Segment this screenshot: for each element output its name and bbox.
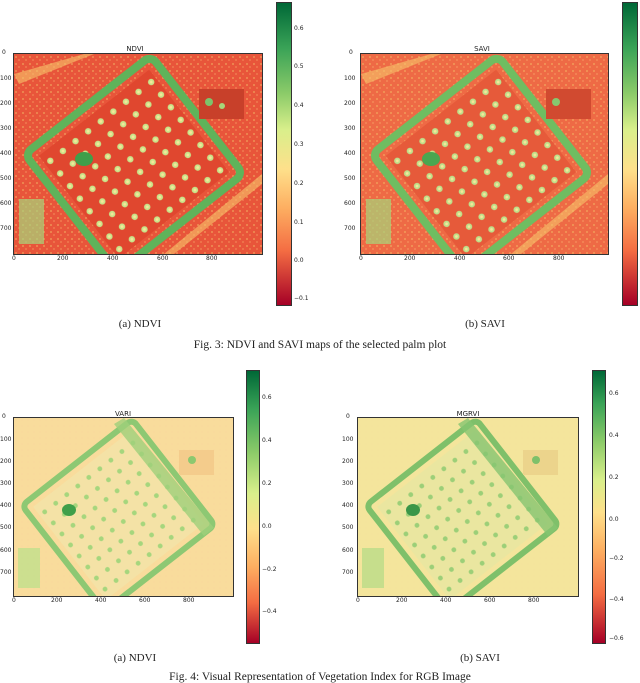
vari-colorbar-tick: −0.4 <box>262 608 277 615</box>
ndvi-colorbar-tick: 0.5 <box>294 63 304 70</box>
ndvi-y-tick: 700 <box>0 225 12 232</box>
vari-x-tick: 400 <box>95 597 107 604</box>
savi-y-tick: 600 <box>344 200 356 207</box>
vari-colorbar-tick: 0.2 <box>262 480 272 487</box>
savi-x-tick: 0 <box>359 255 363 262</box>
subcaption-a: (a) NDVI <box>113 652 157 664</box>
mgrvi-colorbar <box>592 370 606 644</box>
savi-y-tick: 500 <box>344 175 356 182</box>
mgrvi-plot-title: MGRVI <box>456 410 480 418</box>
savi-x-tick: 400 <box>454 255 466 262</box>
vari-colorbar-tick: 0.6 <box>262 394 272 401</box>
ndvi-colorbar-tick: 0.1 <box>294 219 304 226</box>
mgrvi-y-tick: 500 <box>342 524 354 531</box>
vari-y-tick: 0 <box>2 413 6 420</box>
vari-x-tick: 0 <box>12 597 16 604</box>
ndvi-colorbar-tick: 0.2 <box>294 180 304 187</box>
mgrvi-colorbar-tick: 0.6 <box>609 390 619 397</box>
vari-x-tick: 200 <box>51 597 63 604</box>
mgrvi-y-tick: 0 <box>346 413 350 420</box>
figure-4-caption: Fig. 4: Visual Representation of Vegetat… <box>169 671 471 683</box>
vari-y-tick: 700 <box>0 569 12 576</box>
mgrvi-y-tick: 700 <box>342 569 354 576</box>
ndvi-y-tick: 300 <box>0 125 12 132</box>
subcaption-b: (b) SAVI <box>460 652 500 664</box>
mgrvi-y-tick: 100 <box>342 436 354 443</box>
ndvi-colorbar-tick: 0.4 <box>294 102 304 109</box>
vari-x-tick: 600 <box>139 597 151 604</box>
ndvi-y-tick: 0 <box>2 49 6 56</box>
savi-heatmap <box>361 54 608 254</box>
savi-y-tick: 0 <box>349 49 353 56</box>
savi-x-tick: 800 <box>553 255 565 262</box>
ndvi-plot-title: NDVI <box>126 45 144 53</box>
figure-3-caption: Fig. 3: NDVI and SAVI maps of the select… <box>193 339 447 351</box>
ndvi-x-tick: 400 <box>107 255 119 262</box>
ndvi-heatmap <box>14 54 262 254</box>
vari-x-tick: 800 <box>183 597 195 604</box>
savi-y-tick: 700 <box>344 225 356 232</box>
vari-colorbar-tick: −0.2 <box>262 566 277 573</box>
savi-y-tick: 300 <box>344 125 356 132</box>
savi-map-image <box>360 53 609 255</box>
savi-colorbar <box>622 2 638 306</box>
vari-y-tick: 100 <box>0 436 12 443</box>
mgrvi-x-tick: 0 <box>356 597 360 604</box>
mgrvi-x-tick: 800 <box>528 597 540 604</box>
ndvi-colorbar-tick: 0.0 <box>294 257 304 264</box>
savi-y-tick: 200 <box>344 100 356 107</box>
ndvi-x-tick: 600 <box>157 255 169 262</box>
mgrvi-colorbar-tick: 0.0 <box>609 516 619 523</box>
mgrvi-y-tick: 400 <box>342 502 354 509</box>
mgrvi-x-tick: 600 <box>484 597 496 604</box>
ndvi-colorbar-tick: 0.6 <box>294 25 304 32</box>
subcaption-b: (b) SAVI <box>465 318 505 330</box>
vari-y-tick: 500 <box>0 524 12 531</box>
savi-x-tick: 200 <box>404 255 416 262</box>
mgrvi-colorbar-tick: −0.6 <box>609 635 624 642</box>
vari-plot-title: VARI <box>114 410 132 418</box>
ndvi-colorbar <box>276 2 292 306</box>
vari-y-tick: 200 <box>0 458 12 465</box>
ndvi-y-tick: 100 <box>0 75 12 82</box>
subcaption-a: (a) NDVI <box>118 318 162 330</box>
ndvi-map-image <box>13 53 263 255</box>
vari-y-tick: 400 <box>0 502 12 509</box>
ndvi-x-tick: 800 <box>206 255 218 262</box>
mgrvi-heatmap <box>358 418 578 596</box>
ndvi-y-tick: 400 <box>0 150 12 157</box>
vari-map-image <box>13 417 234 597</box>
mgrvi-colorbar-tick: 0.2 <box>609 474 619 481</box>
ndvi-x-tick: 0 <box>12 255 16 262</box>
ndvi-y-tick: 600 <box>0 200 12 207</box>
mgrvi-y-tick: 600 <box>342 547 354 554</box>
mgrvi-x-tick: 200 <box>396 597 408 604</box>
mgrvi-colorbar-tick: −0.2 <box>609 555 624 562</box>
savi-y-tick: 400 <box>344 150 356 157</box>
mgrvi-colorbar-tick: −0.4 <box>609 596 624 603</box>
ndvi-colorbar-tick: 0.3 <box>294 141 304 148</box>
ndvi-y-tick: 500 <box>0 175 12 182</box>
ndvi-x-tick: 200 <box>57 255 69 262</box>
savi-y-tick: 100 <box>344 75 356 82</box>
vari-y-tick: 300 <box>0 480 12 487</box>
vari-colorbar-tick: 0.4 <box>262 437 272 444</box>
ndvi-y-tick: 200 <box>0 100 12 107</box>
ndvi-colorbar-tick: −0.1 <box>294 295 309 302</box>
savi-x-tick: 600 <box>503 255 515 262</box>
mgrvi-y-tick: 300 <box>342 480 354 487</box>
vari-colorbar-tick: 0.0 <box>262 523 272 530</box>
mgrvi-x-tick: 400 <box>440 597 452 604</box>
mgrvi-y-tick: 200 <box>342 458 354 465</box>
mgrvi-map-image <box>357 417 579 597</box>
savi-plot-title: SAVI <box>474 45 490 53</box>
vari-heatmap <box>14 418 233 596</box>
mgrvi-colorbar-tick: 0.4 <box>609 432 619 439</box>
vari-colorbar <box>246 370 260 644</box>
vari-y-tick: 600 <box>0 547 12 554</box>
